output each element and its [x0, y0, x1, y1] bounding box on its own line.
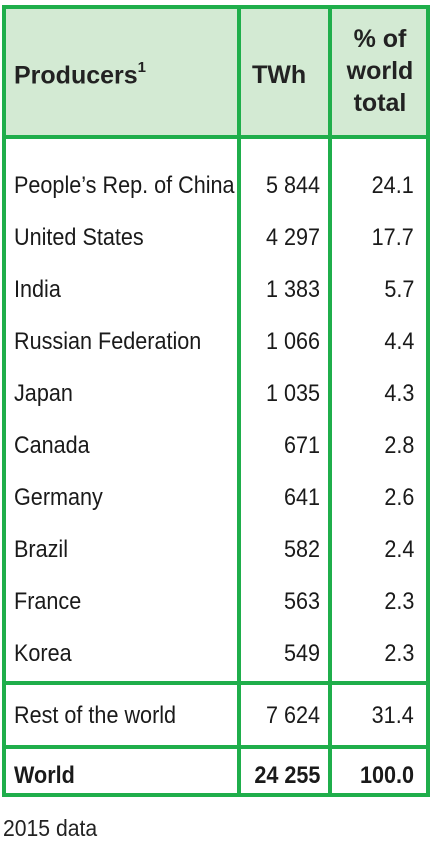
producer-pct: 2.4: [383, 536, 414, 563]
producer-name: United States: [14, 224, 144, 251]
rest-of-world-row: Rest of the world 7 624 31.4: [6, 702, 426, 732]
header-footnote-marker: 1: [137, 59, 147, 76]
table-row: People’s Rep. of China 5 844 24.1: [6, 172, 426, 202]
table-row: Canada 671 2.8: [6, 432, 426, 462]
producer-name: Japan: [14, 380, 73, 407]
producer-twh: 549: [283, 640, 320, 667]
header-producers: Producers1: [14, 59, 147, 90]
producer-name: Russian Federation: [14, 328, 202, 355]
producers-table: Producers1 TWh % of world total People’s…: [2, 5, 430, 797]
table-header: [6, 9, 426, 135]
producer-pct: 2.8: [383, 432, 414, 459]
producer-name: France: [14, 588, 82, 615]
producer-name: Canada: [14, 432, 90, 459]
producer-pct: 2.3: [383, 588, 414, 615]
table-row: France 563 2.3: [6, 588, 426, 618]
producer-twh: 4 297: [265, 224, 320, 251]
table-row: Brazil 582 2.4: [6, 536, 426, 566]
table-row: Germany 641 2.6: [6, 484, 426, 514]
table-row: Russian Federation 1 066 4.4: [6, 328, 426, 358]
column-divider-2: [328, 9, 332, 793]
producer-pct: 5.7: [383, 276, 414, 303]
header-pct-line-1: % of: [353, 25, 407, 53]
rest-pct: 31.4: [371, 702, 414, 729]
producer-name: Korea: [14, 640, 72, 667]
total-name: World: [14, 762, 75, 789]
column-divider-1: [237, 9, 241, 793]
header-divider: [6, 135, 426, 139]
producer-pct: 2.6: [383, 484, 414, 511]
header-pct-world-total: % of world total: [332, 23, 428, 119]
producer-twh: 641: [283, 484, 320, 511]
producer-pct: 4.3: [383, 380, 414, 407]
producer-twh: 1 066: [265, 328, 320, 355]
producer-name: Brazil: [14, 536, 69, 563]
world-total-row: World 24 255 100.0: [6, 762, 426, 792]
producer-twh: 1 383: [265, 276, 320, 303]
total-pct: 100.0: [359, 762, 414, 789]
producer-twh: 671: [283, 432, 320, 459]
producer-pct: 24.1: [371, 172, 414, 199]
producer-name: Germany: [14, 484, 103, 511]
total-divider: [6, 745, 426, 749]
header-twh: TWh: [252, 61, 307, 89]
producer-pct: 4.4: [383, 328, 414, 355]
producer-twh: 5 844: [265, 172, 320, 199]
header-pct-line-3: total: [353, 89, 407, 117]
rest-divider: [6, 681, 426, 685]
rest-twh: 7 624: [265, 702, 320, 729]
total-twh: 24 255: [253, 762, 320, 789]
table-row: India 1 383 5.7: [6, 276, 426, 306]
producer-twh: 582: [283, 536, 320, 563]
producer-name: India: [14, 276, 61, 303]
table-row: United States 4 297 17.7: [6, 224, 426, 254]
header-producers-label: Producers: [14, 61, 138, 90]
producer-name: People’s Rep. of China: [14, 172, 235, 199]
footnote: 2015 data: [3, 815, 98, 841]
header-pct-line-2: world: [346, 57, 414, 85]
producer-twh: 563: [283, 588, 320, 615]
producer-twh: 1 035: [265, 380, 320, 407]
producer-pct: 17.7: [371, 224, 414, 251]
rest-name: Rest of the world: [14, 702, 177, 729]
table-row: Japan 1 035 4.3: [6, 380, 426, 410]
table-row: Korea 549 2.3: [6, 640, 426, 670]
producer-pct: 2.3: [383, 640, 414, 667]
